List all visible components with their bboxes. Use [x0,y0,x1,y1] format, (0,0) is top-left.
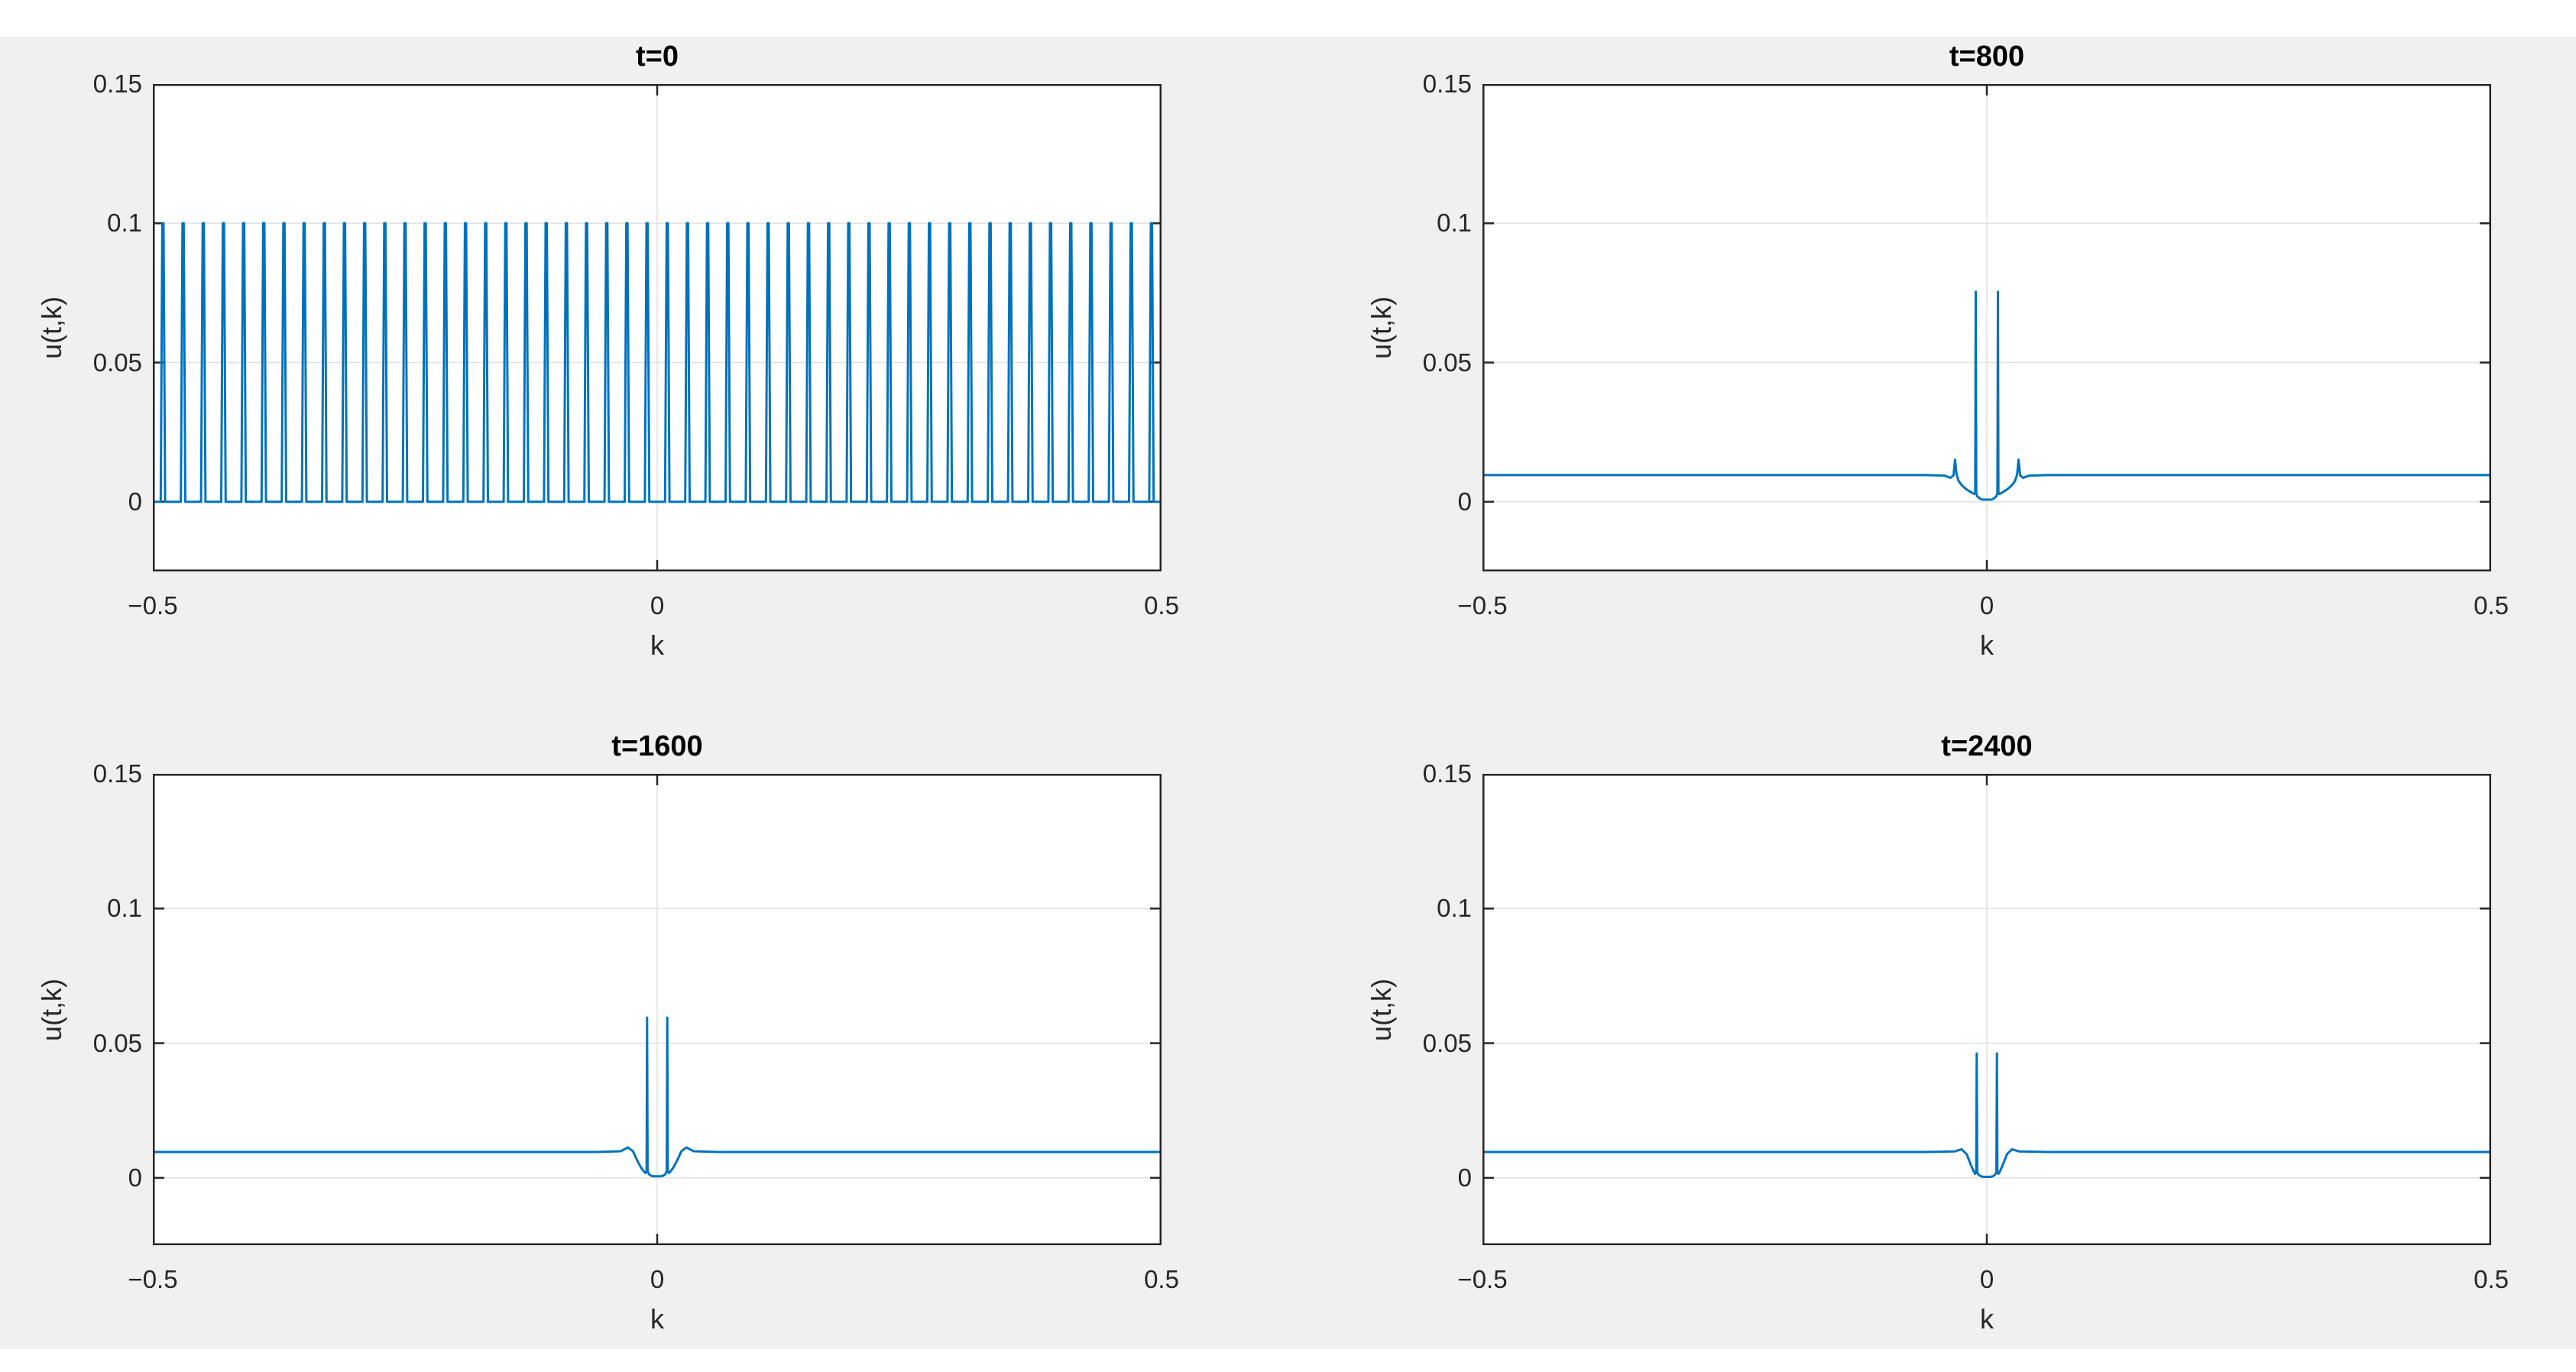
subplot-title: t=0 [636,40,679,73]
x-tick-label: 0.5 [1144,591,1179,620]
y-tick-label: 0.15 [92,70,142,98]
y-tick-label: 0.15 [1422,70,1472,98]
x-axis-label: k [1980,1303,1994,1335]
y-tick-label: 0 [128,487,142,516]
y-tick-label: 0.15 [92,759,142,788]
y-axis-label: u(t,k) [36,296,67,360]
matlab-figure-background: t=0 0 0.05 0.1 0.15 −0.5 0 0.5 k u(t,k) … [0,37,2576,1349]
subplot-t0: t=0 0 0.05 0.1 0.15 −0.5 0 0.5 k u(t,k) [36,40,1179,661]
y-tick-label: 0.1 [107,209,142,238]
x-tick-label: 0.5 [1144,1265,1179,1293]
x-tick-label: 0 [1979,591,1994,620]
subplot-t1600: t=1600 0 0.05 0.1 0.15 −0.5 0 0.5 k u(t,… [36,730,1179,1335]
y-tick-label: 0 [128,1163,142,1192]
y-tick-label: 0.15 [1422,759,1472,788]
subplot-t800: t=800 0 0.05 0.1 0.15 −0.5 0 0.5 k u(t,k… [1366,40,2509,661]
subplot-title: t=1600 [611,730,703,762]
x-tick-label: 0 [1979,1265,1994,1293]
y-tick-label: 0.1 [1437,894,1472,923]
plot-area-t2400 [1482,774,2491,1245]
y-axis-label: u(t,k) [36,978,67,1041]
y-tick-label: 0 [1457,1163,1472,1192]
x-tick-label: 0.5 [2474,1265,2509,1293]
plot-area-t0 [153,84,1162,571]
x-axis-label: k [650,629,664,661]
x-tick-label: −0.5 [128,591,178,620]
subplot-t2400: t=2400 0 0.05 0.1 0.15 −0.5 0 0.5 k u(t,… [1366,730,2509,1335]
y-tick-label: 0.1 [1437,209,1472,238]
y-axis-label: u(t,k) [1366,978,1397,1041]
y-tick-label: 0.05 [1422,1028,1472,1057]
x-tick-label: −0.5 [1457,1265,1508,1293]
y-tick-label: 0.05 [92,1028,142,1057]
plot-area-t1600 [153,774,1162,1245]
x-tick-label: −0.5 [1457,591,1508,620]
y-tick-label: 0.1 [107,894,142,923]
x-tick-label: −0.5 [128,1265,178,1293]
subplot-title: t=800 [1949,40,2025,73]
x-tick-label: 0 [650,1265,665,1293]
y-tick-label: 0.05 [1422,348,1472,377]
x-tick-label: 0.5 [2474,591,2509,620]
x-axis-label: k [1980,629,1994,661]
plot-area-t800 [1482,84,2491,571]
y-tick-label: 0.05 [92,348,142,377]
x-tick-label: 0 [650,591,665,620]
x-axis-label: k [650,1303,664,1335]
y-tick-label: 0 [1457,487,1472,516]
y-axis-label: u(t,k) [1366,296,1397,360]
subplot-title: t=2400 [1941,730,2033,762]
